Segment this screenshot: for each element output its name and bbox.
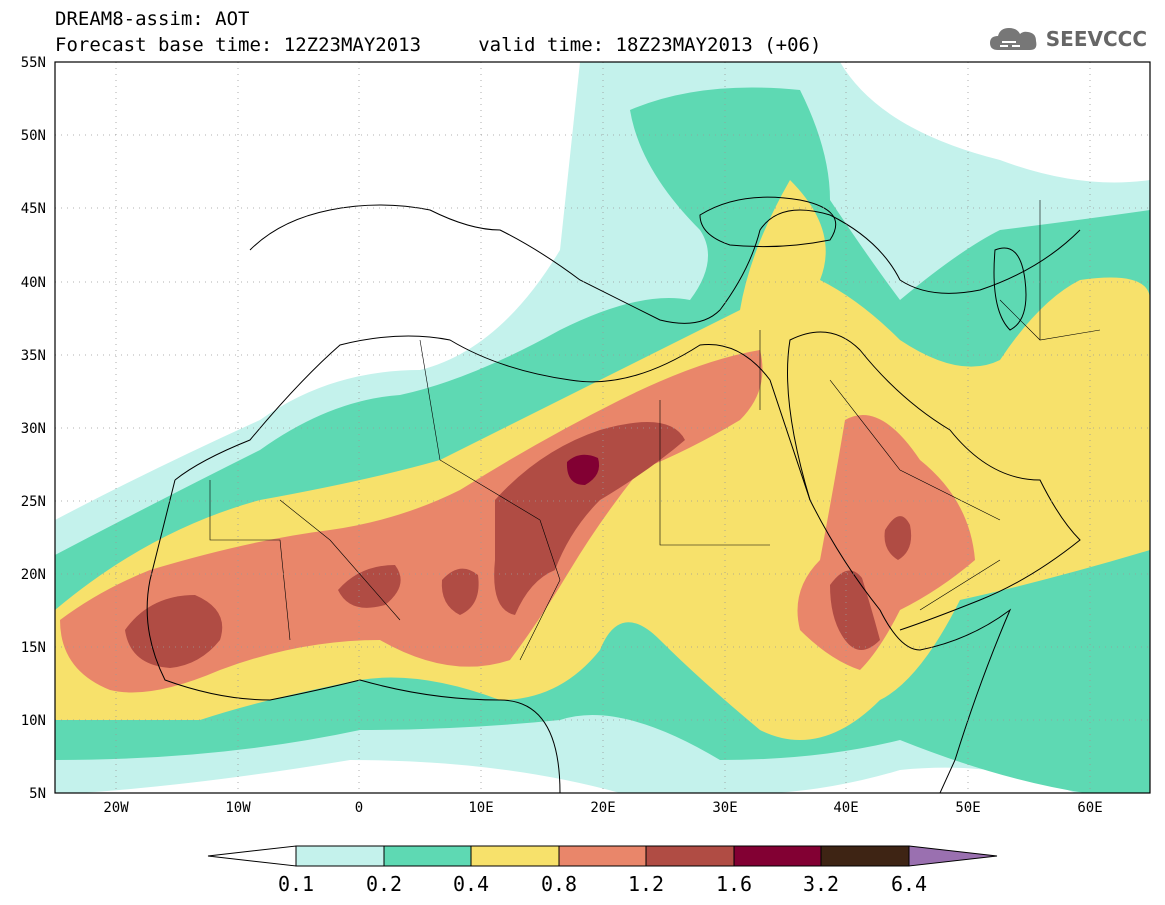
latitude-labels: 55N 50N 45N 40N 35N 30N 25N 20N 15N 10N …	[21, 55, 46, 802]
map-title: DREAM8-assim: AOT	[55, 8, 250, 30]
lat-label: 5N	[29, 786, 46, 802]
map-frame	[54, 61, 1151, 794]
lat-label: 15N	[21, 640, 46, 656]
colorbar-swatch	[645, 845, 735, 867]
colorbar-label: 1.2	[628, 872, 664, 896]
colorbar-label: 0.4	[453, 872, 489, 896]
brand-name: SEEVCCC	[1045, 27, 1147, 51]
lat-label: 20N	[21, 567, 46, 583]
country-borders	[209, 200, 1101, 661]
colorbar-labels: 0.1 0.2 0.4 0.8 1.2 1.6 3.2 6.4	[278, 872, 927, 896]
lon-label: 20E	[590, 800, 615, 816]
colorbar-swatch	[295, 845, 385, 867]
africa-coastline	[146, 335, 1012, 793]
lat-label: 30N	[21, 421, 46, 437]
lon-label: 50E	[955, 800, 980, 816]
lon-label: 60E	[1077, 800, 1102, 816]
colorbar-arrow-low	[207, 845, 297, 867]
cloud-icon	[989, 28, 1037, 50]
brand-logo: SEEVCCC	[988, 24, 1147, 54]
aot-band-1.2	[125, 595, 223, 668]
lat-label: 45N	[21, 201, 46, 217]
coastlines	[146, 196, 1101, 793]
colorbar-label: 6.4	[891, 872, 927, 896]
colorbar-swatch	[383, 845, 472, 867]
aot-band-1.2-saudi	[884, 516, 912, 560]
colorbar-label: 0.1	[278, 872, 314, 896]
colorbar-swatch	[733, 845, 822, 867]
colorbar-label: 1.6	[716, 872, 752, 896]
lat-label: 10N	[21, 713, 46, 729]
aot-band-1.2-redsea	[830, 570, 880, 650]
colorbar-swatch	[470, 845, 560, 867]
black-sea	[699, 196, 837, 248]
arabia-coastline	[787, 331, 1081, 631]
colorbar-arrow-high	[908, 845, 998, 867]
lat-label: 55N	[21, 55, 46, 71]
aot-band-1.6	[566, 454, 600, 485]
lat-label: 50N	[21, 128, 46, 144]
aot-contour-fill	[55, 62, 1150, 793]
lon-label: 20W	[103, 800, 129, 816]
colorbar-swatch	[820, 845, 910, 867]
colorbar-label: 0.8	[541, 872, 577, 896]
colorbar	[207, 845, 998, 867]
colorbar-swatch	[558, 845, 647, 867]
aot-band-1.2-niger	[441, 568, 479, 615]
caspian-sea	[993, 247, 1027, 331]
longitude-labels: 20W 10W 0 10E 20E 30E 40E 50E 60E	[103, 800, 1102, 816]
lon-label: 10W	[225, 800, 251, 816]
forecast-time-line: Forecast base time: 12Z23MAY2013 valid t…	[55, 34, 822, 56]
lat-label: 35N	[21, 348, 46, 364]
lon-label: 0	[355, 800, 363, 816]
europe-coastline	[249, 204, 1081, 324]
lat-label: 40N	[21, 275, 46, 291]
aot-band-1.2-mali	[338, 565, 401, 608]
aot-band-1.2-libya	[494, 422, 685, 615]
lat-label: 25N	[21, 494, 46, 510]
lon-label: 40E	[833, 800, 858, 816]
colorbar-label: 0.2	[366, 872, 402, 896]
colorbar-label: 3.2	[803, 872, 839, 896]
lon-label: 10E	[468, 800, 493, 816]
graticule	[55, 62, 1150, 793]
lon-label: 30E	[712, 800, 737, 816]
